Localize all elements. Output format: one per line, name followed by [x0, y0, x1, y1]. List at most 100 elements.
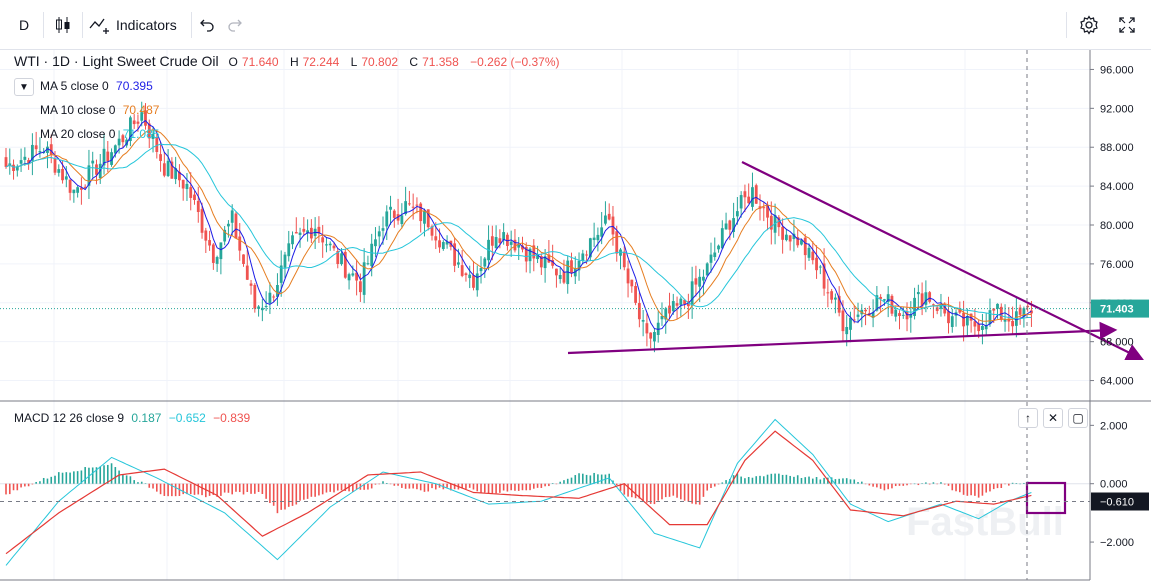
indicators-button[interactable]: Indicators: [88, 10, 188, 40]
ma5-line: [5, 119, 1032, 330]
candle-body: [717, 245, 720, 250]
macd-histogram-bar: [246, 483, 249, 492]
macd-histogram-bar: [517, 483, 520, 491]
candle-body: [38, 151, 42, 153]
macd-histogram-bar: [796, 475, 799, 484]
candle-body: [490, 236, 494, 246]
macd-histogram-bar: [329, 483, 332, 492]
macd-histogram-bar: [468, 483, 471, 488]
macd-histogram-bar: [118, 470, 120, 484]
macd-histogram-bar: [238, 483, 241, 493]
last-price-label: 71.403: [1100, 304, 1134, 316]
change-value: −0.262 (−0.37%): [470, 55, 560, 69]
macd-tick-label: −2.000: [1100, 537, 1134, 549]
candle-body: [822, 263, 826, 289]
candle-body: [826, 292, 830, 294]
macd-histogram-bar: [668, 483, 671, 497]
ma20-value: 71.085: [122, 127, 160, 141]
macd-histogram-bar: [894, 483, 897, 487]
candle-body: [438, 240, 441, 248]
macd-histogram-bar: [65, 472, 68, 484]
candle-body: [788, 235, 792, 242]
candle-body: [87, 165, 91, 186]
pane-maximize-button[interactable]: ▢: [1068, 408, 1088, 428]
candle-body: [276, 285, 279, 297]
macd-histogram-bar: [932, 482, 935, 484]
candle-body: [178, 171, 181, 181]
candle-body: [754, 185, 758, 204]
interval-button[interactable]: D: [18, 17, 30, 33]
price-tick-label: 64.000: [1100, 376, 1134, 388]
symbol-interval: 1D: [52, 53, 71, 69]
macd-histogram-bar: [163, 483, 166, 496]
macd-histogram-bar: [367, 483, 369, 490]
pane-move-up-button[interactable]: ↑: [1018, 408, 1038, 428]
fullscreen-button[interactable]: [1114, 10, 1140, 40]
macd-histogram-bar: [566, 478, 569, 484]
candle-body: [298, 232, 302, 235]
candle-body: [23, 156, 27, 160]
candle-body: [502, 232, 506, 241]
macd-histogram-bar: [721, 482, 724, 484]
open-value: 71.640: [241, 55, 279, 69]
candle-body: [604, 215, 607, 224]
descending-trendline[interactable]: [741, 161, 1144, 361]
candle-body: [905, 311, 909, 320]
candle-body: [916, 292, 920, 295]
symbol-name[interactable]: WTI: [14, 53, 40, 69]
macd-histogram-bar: [495, 483, 497, 494]
candles-chart-type-button[interactable]: [50, 10, 76, 40]
candle-body: [257, 306, 260, 309]
redo-button[interactable]: [224, 10, 246, 40]
macd-histogram-bar: [348, 483, 350, 492]
macd-histogram-bar: [446, 483, 448, 488]
macd-histogram-bar: [925, 482, 927, 484]
undo-button[interactable]: [196, 10, 218, 40]
ma5-label: MA 5 close 0: [40, 79, 109, 93]
ohlc-values: O 71.640 H 72.244 L 70.802 C 71.358 −0.262 (…: [229, 55, 564, 69]
legend-collapse-button[interactable]: ▼: [14, 78, 34, 96]
support-trendline[interactable]: [567, 321, 1118, 355]
candle-body: [709, 254, 713, 263]
macd-histogram-bar: [408, 483, 411, 489]
macd-legend[interactable]: MACD 12 26 close 9 0.187 −0.652 −0.839: [14, 411, 254, 425]
chart-canvas[interactable]: FastBull 96.000 92.000 88.000 84.000 80.000 7…: [0, 50, 1151, 585]
candle-body: [649, 332, 653, 339]
ma20-line: [5, 143, 1032, 320]
macd-histogram-bar: [103, 465, 105, 484]
macd-histogram-bar: [31, 483, 34, 485]
macd-histogram-bar: [76, 471, 79, 484]
candle-body: [992, 308, 996, 311]
ma5-legend[interactable]: MA 5 close 0 70.395: [40, 79, 157, 93]
symbol-description: Light Sweet Crude Oil: [82, 53, 219, 69]
candle-body: [430, 226, 434, 236]
macd-histogram-bar: [529, 483, 531, 491]
pane-close-button[interactable]: ✕: [1043, 408, 1063, 428]
macd-histogram-bar: [99, 466, 102, 484]
macd-histogram-bar: [159, 483, 162, 495]
candle-body: [155, 137, 159, 153]
candle-body: [325, 244, 328, 246]
candle-body: [837, 295, 841, 313]
macd-histogram-bar: [962, 483, 965, 495]
candle-body: [8, 163, 12, 166]
macd-histogram-bar: [122, 474, 124, 484]
candle-body: [784, 234, 788, 241]
macd-histogram-bar: [661, 483, 663, 500]
macd-histogram-bar: [91, 467, 94, 484]
moving-averages: [5, 119, 1032, 330]
candle-body: [909, 313, 913, 318]
macd-histogram-bar: [981, 483, 984, 496]
candle-body: [702, 276, 705, 281]
ma20-legend[interactable]: MA 20 close 0 71.085: [40, 127, 163, 141]
ma10-legend[interactable]: MA 10 close 0 70.487: [40, 103, 163, 117]
candle-body: [151, 134, 155, 139]
macd-histogram-bar: [842, 478, 844, 484]
macd-histogram-bar: [860, 481, 863, 484]
macd-histogram-bar: [325, 483, 328, 493]
macd-histogram-bar: [242, 483, 245, 495]
macd-histogram-bar: [815, 477, 818, 484]
settings-button[interactable]: [1076, 10, 1102, 40]
macd-histogram-bar: [940, 482, 942, 484]
macd-histogram-bar: [928, 483, 931, 485]
